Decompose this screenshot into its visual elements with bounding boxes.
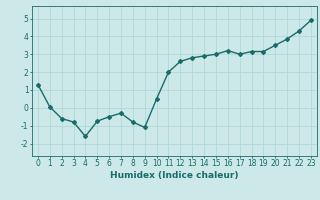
X-axis label: Humidex (Indice chaleur): Humidex (Indice chaleur) (110, 171, 239, 180)
